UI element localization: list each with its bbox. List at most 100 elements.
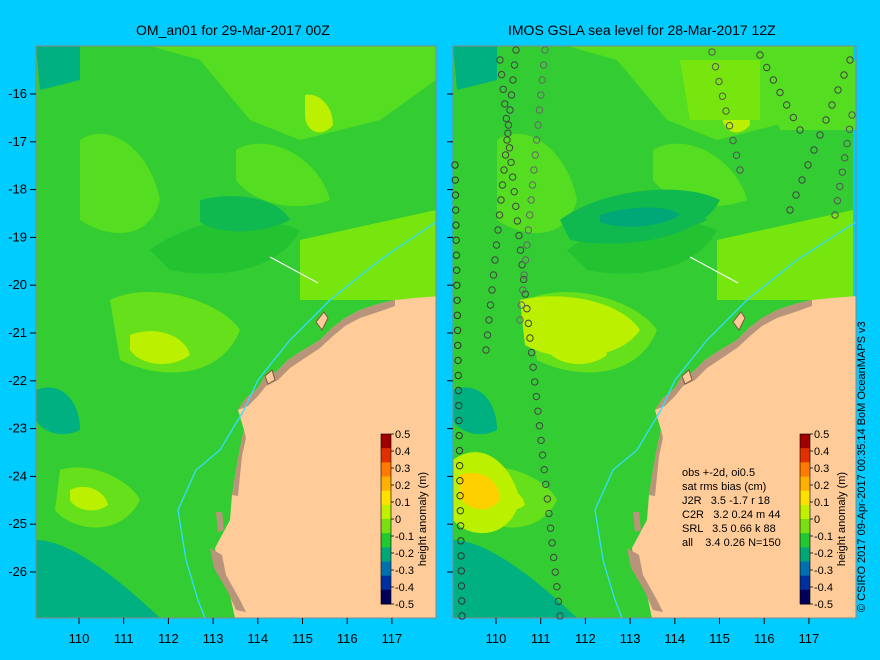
colorbar-tick-label: 0.4 bbox=[814, 446, 829, 458]
track-point bbox=[512, 202, 520, 211]
legend-line2: sat rms bias (cm) bbox=[682, 481, 767, 493]
track-point bbox=[452, 251, 461, 259]
track-point bbox=[715, 77, 723, 86]
track-point bbox=[534, 121, 542, 129]
colorbar-swatch bbox=[381, 547, 391, 562]
track-point bbox=[519, 286, 527, 294]
colorbar-tick-label: -0.1 bbox=[395, 531, 414, 543]
track-point bbox=[841, 154, 849, 162]
track-point bbox=[483, 331, 492, 339]
colorbar-swatch bbox=[381, 448, 391, 463]
track-point bbox=[537, 436, 545, 445]
credit-text: © CSIRO 2017 09-Apr-2017 00:35:14 BoM Oc… bbox=[856, 321, 868, 612]
track-point bbox=[457, 552, 465, 560]
track-point bbox=[508, 173, 517, 181]
track-point bbox=[498, 181, 507, 189]
track-point bbox=[530, 166, 538, 174]
track-point bbox=[521, 256, 530, 264]
track-point bbox=[497, 196, 505, 204]
track-point bbox=[451, 176, 459, 184]
track-point bbox=[535, 422, 544, 430]
track-point bbox=[840, 71, 848, 79]
legend-row-srl: SRL 3.5 0.66 k 88 bbox=[682, 523, 776, 535]
track-point bbox=[729, 136, 737, 145]
track-point bbox=[455, 461, 464, 470]
track-point bbox=[457, 582, 466, 590]
track-point bbox=[512, 46, 520, 54]
track-point bbox=[792, 191, 800, 199]
track-point bbox=[546, 524, 555, 532]
track-point bbox=[548, 539, 556, 547]
legend-row-all: all 3.4 0.26 N=150 bbox=[682, 537, 781, 549]
track-point bbox=[551, 568, 559, 576]
lon-tick-label: 116 bbox=[337, 631, 358, 646]
altimeter-tracks bbox=[451, 46, 856, 620]
track-point bbox=[456, 492, 464, 500]
right-axis-ticks: 110 111 112 113 114 115 116 117 bbox=[447, 93, 819, 646]
observation-legend: obs +-2d, oi0.5 sat rms bias (cm) J2R 3.… bbox=[682, 466, 781, 550]
track-point bbox=[718, 92, 727, 100]
lat-tick-label: -17 bbox=[8, 134, 27, 149]
track-point bbox=[519, 275, 528, 284]
left-panel-title: OM_an01 for 29-Mar-2017 00Z bbox=[136, 22, 330, 38]
track-point bbox=[782, 101, 791, 109]
track-point bbox=[756, 51, 764, 59]
lat-tick-label: -19 bbox=[8, 229, 27, 244]
track-point bbox=[513, 217, 522, 225]
colorbar-tick-label: 0 bbox=[814, 514, 820, 526]
track-point bbox=[455, 446, 464, 455]
track-point bbox=[786, 206, 794, 214]
colorbar-tick-label: -0.2 bbox=[814, 548, 833, 560]
track-point bbox=[846, 56, 854, 64]
track-point bbox=[762, 63, 771, 72]
track-point bbox=[822, 116, 830, 124]
track-point bbox=[553, 583, 561, 591]
colorbar-swatch bbox=[381, 434, 391, 449]
track-point bbox=[510, 61, 519, 69]
track-point bbox=[529, 363, 537, 371]
track-point bbox=[542, 480, 550, 489]
lon-tick-label: 112 bbox=[575, 631, 596, 646]
colorbar-swatch bbox=[381, 504, 391, 520]
lat-tick-label: -25 bbox=[8, 516, 27, 531]
track-point bbox=[501, 100, 509, 108]
track-point bbox=[549, 553, 558, 562]
track-point bbox=[452, 236, 460, 244]
track-point bbox=[502, 114, 511, 123]
track-point bbox=[789, 113, 798, 122]
track-point bbox=[523, 241, 531, 249]
right-colorbar: 0.5 0.4 0.3 0.2 0.1 0 -0.1 -0.2 -0.3 -0.4 -0.5 heig… bbox=[799, 429, 848, 611]
track-point bbox=[489, 271, 498, 279]
track-point bbox=[452, 206, 460, 214]
track-point bbox=[527, 196, 535, 204]
track-point bbox=[556, 612, 564, 620]
lon-tick-label: 113 bbox=[620, 631, 641, 646]
track-point bbox=[453, 326, 462, 335]
track-point bbox=[776, 88, 784, 97]
track-point bbox=[531, 378, 539, 386]
colorbar-swatch bbox=[381, 519, 391, 534]
track-point bbox=[454, 356, 462, 365]
track-point bbox=[500, 166, 508, 174]
colorbar-tick-label: -0.5 bbox=[814, 599, 833, 611]
legend-stats: 3.2 0.24 m 44 bbox=[713, 509, 781, 521]
track-point bbox=[834, 86, 842, 94]
track-point bbox=[836, 182, 844, 191]
track-point bbox=[722, 107, 730, 115]
track-point bbox=[845, 125, 854, 133]
track-point bbox=[524, 319, 533, 328]
track-point bbox=[796, 126, 804, 134]
track-point bbox=[504, 129, 512, 137]
track-point bbox=[503, 136, 511, 144]
colorbar-swatch bbox=[381, 561, 391, 577]
colorbar-tick-label: 0.1 bbox=[814, 497, 829, 509]
colorbar-swatch bbox=[800, 462, 810, 477]
colorbar-tick-label: 0 bbox=[395, 514, 401, 526]
track-point bbox=[485, 316, 493, 324]
colorbar-tick-label: 0.2 bbox=[814, 480, 829, 492]
colorbar-swatch bbox=[381, 589, 391, 605]
lat-tick-label: -24 bbox=[8, 468, 27, 483]
colorbar-tick-label: -0.1 bbox=[814, 531, 833, 543]
track-point bbox=[524, 226, 533, 234]
lon-tick-label: 113 bbox=[203, 631, 224, 646]
